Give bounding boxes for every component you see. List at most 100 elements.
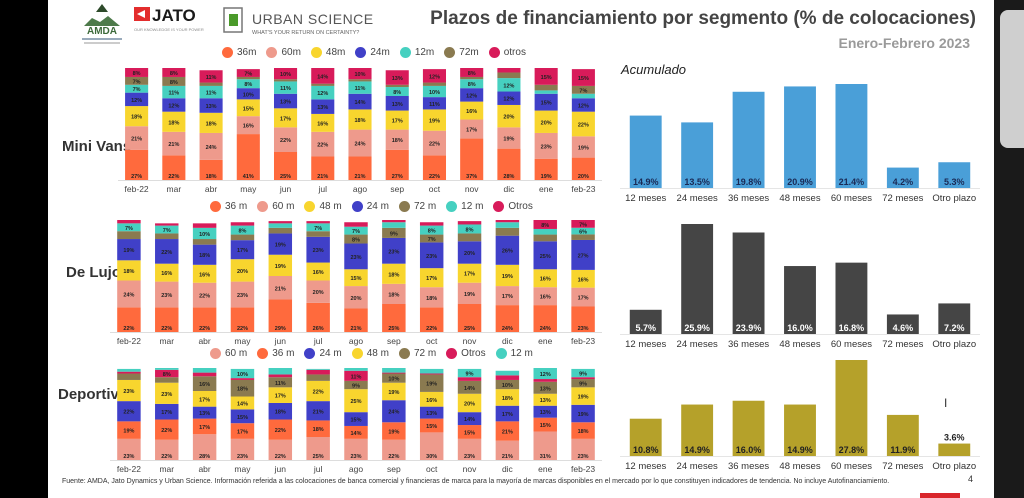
x-tick-label: 12 meses <box>625 339 666 350</box>
x-tick-label: mar <box>159 464 174 474</box>
bar-segment-36m-jul <box>311 156 335 180</box>
bar-value-label: 22% <box>161 326 172 332</box>
bar-value-label: 23% <box>350 454 361 460</box>
bar-value-label: 22% <box>199 294 210 300</box>
bar-segment-24m-may <box>230 240 255 260</box>
page-title: Plazos de financiamiento por segmento (%… <box>430 8 976 29</box>
legend-label: Otros <box>461 348 486 359</box>
bar-segment-12m-oct <box>419 225 444 235</box>
bar-segment-36m-ago <box>344 308 368 332</box>
bar-segment-24m-feb-23 <box>571 404 595 423</box>
bar-segment-48m-jun <box>268 254 293 276</box>
bar-value-label: 41% <box>243 174 254 180</box>
bar-value-label: 13.5% <box>684 177 710 187</box>
bar-segment-otros-nov <box>457 377 482 381</box>
x-tick-label: nov <box>465 184 479 194</box>
bar-value-label: 18% <box>392 138 403 144</box>
bar-value-label: 17% <box>502 294 513 300</box>
bar-value-label: 14% <box>237 401 248 407</box>
x-tick-label: ene <box>538 464 552 474</box>
legend-item-24-m: 24 m <box>304 348 342 359</box>
x-tick-label: 24 meses <box>677 461 718 472</box>
bar-value-label: 15% <box>237 415 248 421</box>
red-accent-bar <box>920 493 960 498</box>
side-panel-tab[interactable] <box>1000 10 1024 148</box>
bar-segment-60m-ago <box>344 438 368 460</box>
legend-label: 72 m <box>413 348 437 359</box>
legend-swatch <box>210 201 221 212</box>
bar-segment-otros-mar <box>155 369 179 378</box>
bar-value-label: 24% <box>388 410 399 416</box>
x-tick-label: abr <box>205 184 217 194</box>
legend-item-60-m: 60 m <box>257 201 294 212</box>
bar-value-label: 13% <box>426 411 437 417</box>
bar-segment-12m-sep <box>382 222 406 228</box>
bar-value-label: 10% <box>388 377 399 383</box>
bar-segment-48m-mar <box>155 382 179 404</box>
bar-segment-otros-nov <box>457 221 482 225</box>
bar-value-label: 3.6% <box>944 433 965 443</box>
bar-segment-otros-oct <box>419 222 444 226</box>
bar-value-label: 12% <box>503 83 514 89</box>
bar-segment-48m-abr <box>192 264 217 283</box>
bar-segment-otros-abr <box>192 372 217 377</box>
x-tick-label: Otro plazo <box>932 193 976 204</box>
bar-value-label: 25% <box>464 326 475 332</box>
bar-segment-12m-may <box>230 368 255 379</box>
bar-value-label: 22% <box>578 123 589 129</box>
x-tick-label: 48 meses <box>779 193 820 204</box>
legend-swatch <box>266 47 278 58</box>
bar-segment-otros-sep <box>382 220 406 223</box>
bar-segment-36m-dic <box>495 421 520 441</box>
legend-label: 48 m <box>319 201 342 212</box>
bar-value-label: 5.3% <box>944 177 965 187</box>
bar-segment-60m-jun <box>268 276 293 300</box>
bar-48-meses <box>784 86 816 188</box>
bar-24-meses <box>681 404 714 456</box>
bar-value-label: 17% <box>280 116 291 122</box>
bar-segment-24m-sep <box>382 237 406 264</box>
bar-segment-72m-may <box>230 379 255 397</box>
bar-value-label: 28% <box>503 174 514 180</box>
bar-value-label: 22% <box>199 326 210 332</box>
bar-segment-otros-may <box>230 378 255 380</box>
bar-value-label: 22% <box>429 174 440 180</box>
x-tick-label: 60 meses <box>831 193 872 204</box>
bar-value-label: 13% <box>540 386 551 392</box>
bar-value-label: 10% <box>237 372 248 378</box>
bar-segment-36m-mar <box>155 307 179 332</box>
bar-segment-48m-abr <box>199 112 223 133</box>
legend-label: 12 m <box>510 348 533 359</box>
bar-segment-72m-mar <box>155 377 179 383</box>
bar-segment-60m-ago <box>348 129 372 157</box>
bar-value-label: 22% <box>123 410 134 416</box>
bar-value-label: 17% <box>426 276 437 282</box>
legend-label: 72m <box>459 47 479 58</box>
bar-segment-48m-oct <box>419 391 444 407</box>
bar-value-label: 19% <box>541 174 552 180</box>
bar-value-label: 23% <box>388 249 399 255</box>
x-tick-label: 48 meses <box>779 339 820 350</box>
legend-item-60m: 60m <box>266 47 301 58</box>
bar-segment-otros-mar <box>155 223 179 226</box>
bar-segment-12m-dic <box>495 370 520 376</box>
legend-swatch <box>355 47 367 58</box>
bar-segment-24m-ene <box>533 405 557 418</box>
x-tick-label: oct <box>429 184 441 194</box>
x-tick-label: 72 meses <box>882 461 923 472</box>
bar-value-label: 12% <box>317 91 328 97</box>
bar-segment-72m-mar <box>162 76 186 86</box>
bar-value-label: 10% <box>429 90 440 96</box>
bar-value-label: 22% <box>123 326 134 332</box>
bar-48-meses <box>784 404 816 456</box>
bar-segment-60m-feb-22 <box>117 280 141 308</box>
bar-value-label: 18% <box>275 410 286 416</box>
bar-value-label: 7% <box>163 228 171 234</box>
bar-value-label: 23% <box>313 248 324 254</box>
bar-36-meses <box>732 91 765 188</box>
x-tick-label: dic <box>502 336 514 346</box>
bar-segment-12m-ago <box>344 226 368 235</box>
bar-segment-36m-abr <box>199 159 223 180</box>
bar-value-label: 11% <box>206 91 217 97</box>
bar-segment-36m-nov <box>457 425 482 439</box>
